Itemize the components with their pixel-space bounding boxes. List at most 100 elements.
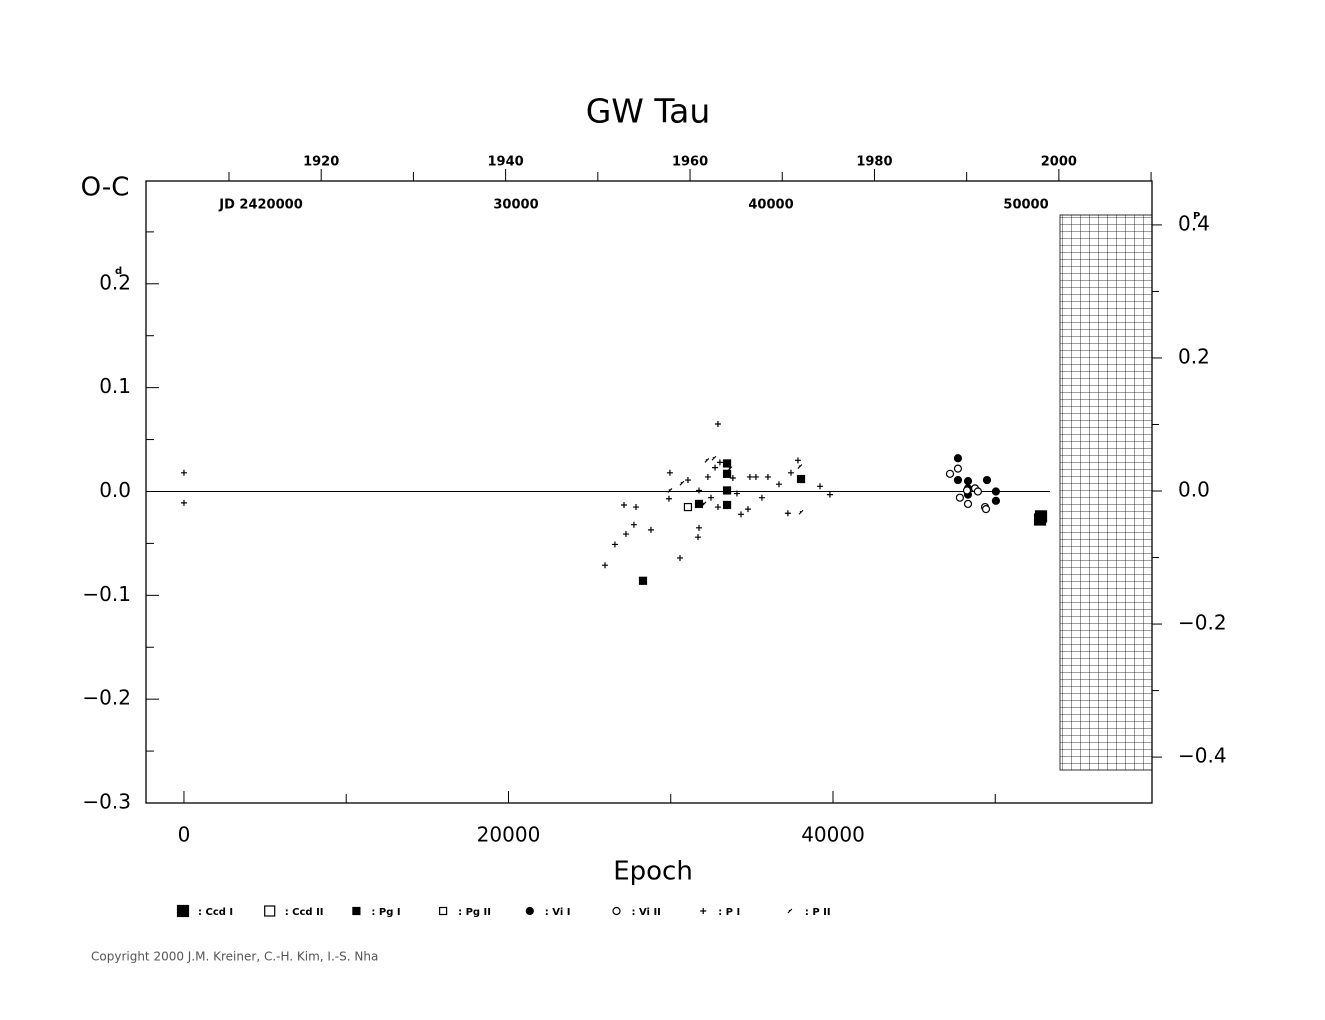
- marker-square: [176, 904, 190, 918]
- marker-circle: [991, 487, 1001, 496]
- marker-cross: [704, 457, 710, 463]
- legend-label: : Vi I: [545, 907, 571, 918]
- jd-tick-label: JD 2420000: [218, 198, 302, 213]
- y2-tick-label: 0.2: [1178, 344, 1210, 368]
- marker-plus: [775, 481, 782, 488]
- marker-plus: [695, 524, 702, 531]
- marker-cross: [798, 509, 804, 515]
- y-tick-label: 0.1: [99, 374, 131, 398]
- marker-plus: [752, 473, 759, 480]
- marker-plus: [738, 511, 744, 518]
- copyright: Copyright 2000 J.M. Kreiner, C.-H. Kim, …: [91, 950, 378, 964]
- marker-plus: [665, 495, 672, 502]
- marker-circle: [962, 486, 972, 495]
- marker-cross: [787, 908, 793, 914]
- marker-plus: [707, 494, 714, 501]
- marker-square: [796, 474, 806, 484]
- marker-plus: [630, 521, 637, 528]
- y-unit: d: [115, 266, 122, 277]
- marker-square: [683, 502, 693, 512]
- marker-circle: [981, 505, 991, 514]
- marker-plus: [621, 501, 628, 508]
- chart-title: GW Tau: [586, 92, 711, 131]
- marker-plus: [611, 541, 618, 548]
- marker-square: [722, 459, 732, 468]
- x-axis-label: Epoch: [613, 857, 693, 887]
- y-tick-label: 0.2: [99, 270, 131, 294]
- marker-plus: [622, 531, 629, 538]
- legend-label: : Pg II: [458, 907, 491, 918]
- marker-plus: [180, 499, 187, 506]
- marker-square: [352, 906, 361, 916]
- year-tick-label: 2000: [1041, 155, 1077, 170]
- marker-plus: [716, 459, 723, 466]
- year-tick-label: 1940: [488, 155, 524, 170]
- marker-plus: [787, 469, 794, 476]
- marker-plus: [746, 473, 753, 480]
- marker-plus: [712, 464, 719, 471]
- marker-cross: [727, 466, 733, 472]
- marker-plus: [784, 510, 791, 517]
- legend-label: : Ccd II: [285, 907, 324, 918]
- marker-circle: [953, 454, 963, 463]
- marker-circle: [955, 493, 964, 502]
- marker-plus: [714, 504, 721, 511]
- marker-plus: [714, 420, 721, 427]
- marker-plus: [744, 506, 751, 513]
- marker-cross: [667, 488, 673, 493]
- marker-plus: [695, 534, 702, 541]
- marker-square: [722, 486, 732, 495]
- marker-square: [694, 499, 704, 509]
- legend-label: : Vi II: [632, 907, 661, 918]
- marker-plus: [758, 494, 765, 501]
- marker-square: [439, 906, 448, 916]
- marker-circle: [963, 499, 973, 509]
- marker-circle: [945, 469, 955, 478]
- y2-tick-label: 0.4: [1178, 211, 1210, 235]
- marker-plus: [733, 490, 740, 497]
- marker-square: [1034, 510, 1048, 523]
- y2-tick-label: 0.0: [1178, 478, 1210, 502]
- year-tick-label: 1920: [303, 155, 339, 170]
- x-tick-label: 0: [178, 823, 191, 847]
- x-tick-label: 40000: [801, 823, 865, 847]
- marker-plus: [704, 473, 711, 480]
- marker-cross: [711, 455, 717, 461]
- y-axis-label: O-C: [81, 173, 130, 203]
- marker-cross: [797, 464, 803, 469]
- y-tick-label: −0.2: [82, 686, 131, 710]
- y-tick-label: −0.3: [82, 790, 131, 814]
- marker-circle: [963, 476, 973, 486]
- marker-cross: [701, 501, 707, 507]
- marker-plus: [633, 504, 640, 511]
- marker-plus: [764, 473, 771, 480]
- marker-plus: [180, 469, 187, 476]
- marker-plus: [647, 526, 654, 533]
- marker-plus: [695, 487, 702, 494]
- marker-square: [722, 500, 732, 510]
- marker-circle: [953, 475, 963, 485]
- marker-plus: [826, 491, 833, 498]
- jd-tick-label: 30000: [493, 198, 538, 213]
- hatched-region: [1059, 214, 1153, 771]
- marker-circle: [991, 496, 1001, 505]
- y2-tick-label: −0.2: [1178, 611, 1227, 635]
- y-tick-label: 0.0: [99, 478, 131, 502]
- marker-plus: [602, 562, 609, 569]
- marker-circle: [973, 487, 982, 496]
- jd-tick-label: 50000: [1003, 198, 1048, 213]
- marker-cross: [679, 480, 685, 486]
- marker-square: [638, 576, 648, 585]
- legend-label: : P II: [805, 907, 831, 918]
- plot-frame: [145, 180, 1153, 804]
- y-tick-label: −0.1: [82, 582, 131, 606]
- marker-plus: [700, 908, 707, 914]
- legend-label: : Ccd I: [198, 907, 233, 918]
- marker-plus: [676, 554, 683, 561]
- marker-square: [722, 469, 732, 478]
- year-tick-label: 1960: [672, 155, 708, 170]
- marker-square: [264, 905, 276, 917]
- marker-plus: [684, 477, 691, 484]
